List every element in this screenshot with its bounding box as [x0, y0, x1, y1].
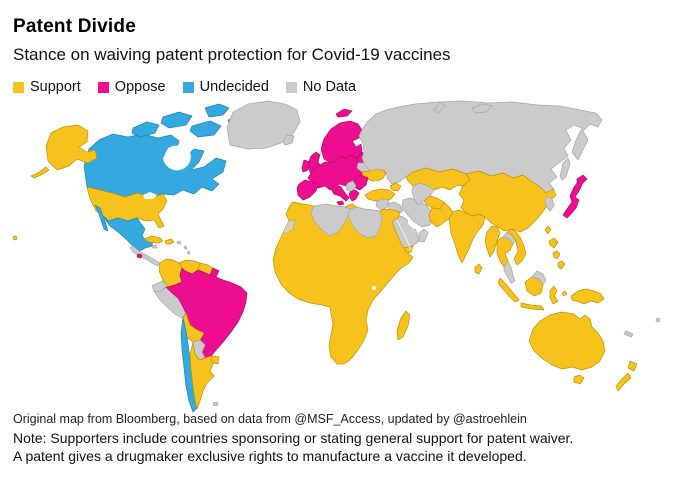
region-hispaniola [164, 238, 175, 245]
region-ireland [301, 159, 311, 173]
legend-item-nodata: No Data [285, 79, 357, 95]
region-malaysia [503, 260, 516, 284]
region-brazil [165, 267, 248, 359]
region-sakhalin [559, 157, 571, 181]
world-map [0, 92, 680, 422]
region-china-mongolia [458, 170, 557, 233]
region-hokkaido [576, 174, 588, 185]
region-philippines [552, 250, 561, 260]
region-philippines [557, 260, 566, 270]
region-sicily [336, 200, 345, 206]
region-libya [347, 206, 383, 239]
region-new-caledonia [623, 330, 634, 338]
source-credit: Original map from Bloomberg, based on da… [13, 412, 527, 426]
region-taiwan [544, 225, 552, 235]
region-myanmar [484, 225, 501, 258]
region-canadian-arctic [160, 111, 193, 129]
great-lakes [143, 192, 157, 199]
region-aleutians [30, 166, 50, 179]
page-subtitle: Stance on waiving patent protection for … [13, 45, 451, 64]
region-baja-california [94, 204, 109, 232]
region-turkey [364, 188, 396, 202]
region-central-america [129, 245, 161, 267]
persian-gulf [408, 219, 419, 229]
region-falklands [212, 401, 219, 407]
legend-item-oppose: Oppose [97, 79, 166, 95]
region-puerto-rico [176, 240, 182, 245]
region-sulawesi [549, 285, 559, 305]
region-vietnam [506, 228, 527, 266]
region-algeria [310, 203, 351, 237]
region-philippines [548, 237, 559, 249]
region-uruguay [210, 355, 220, 365]
support-swatch-icon [13, 81, 24, 93]
region-svalbard [335, 108, 353, 118]
region-iberia [296, 179, 319, 201]
legend-label-support: Support [30, 79, 81, 95]
region-sri-lanka [474, 263, 483, 275]
region-new-guinea [570, 288, 605, 305]
oppose-swatch-icon [97, 81, 109, 93]
region-caucasus [389, 182, 402, 192]
legend: Support Oppose Undecided No Data [13, 79, 356, 95]
region-japan [562, 181, 583, 219]
lake-victoria [372, 286, 376, 290]
region-russia [358, 100, 603, 194]
black-sea [368, 181, 391, 189]
region-australia [528, 311, 606, 371]
region-lesser-antilles [186, 250, 191, 255]
region-new-zealand [627, 360, 638, 372]
region-italy [330, 184, 350, 202]
footnote: Note: Supporters include countries spons… [13, 430, 574, 464]
region-oman [418, 228, 429, 243]
region-romania-bulgaria [353, 175, 369, 191]
legend-label-oppose: Oppose [114, 79, 166, 95]
region-korea [544, 195, 555, 212]
page-title: Patent Divide [13, 16, 136, 37]
hudson-bay [163, 145, 191, 171]
region-alaska [45, 124, 98, 171]
region-tasmania [573, 374, 585, 385]
region-western-sahara [282, 219, 296, 234]
region-java [520, 302, 545, 311]
region-canadian-arctic [131, 121, 160, 138]
region-greenland [226, 100, 301, 150]
region-greece [348, 189, 360, 202]
region-north-borneo [531, 270, 547, 286]
region-india [448, 209, 486, 264]
region-lesser-antilles [183, 245, 188, 250]
region-argentina [189, 341, 215, 410]
legend-label-undecided: Undecided [199, 79, 269, 95]
region-mexico [102, 215, 154, 252]
region-africa [272, 201, 414, 365]
region-new-zealand [615, 372, 632, 392]
region-fiji [655, 317, 661, 323]
region-novaya-zemlya [433, 101, 446, 114]
region-canadian-arctic [204, 103, 230, 118]
legend-label-nodata: No Data [302, 79, 357, 95]
region-moluccas [561, 290, 568, 297]
nodata-swatch-icon [285, 81, 297, 93]
region-canadian-arctic [189, 120, 222, 138]
region-iceland [282, 134, 295, 146]
region-el-salvador [136, 253, 143, 259]
region-hawaii [12, 235, 18, 241]
region-canada [83, 133, 227, 199]
region-arctic-islands [471, 103, 493, 114]
region-cuba [143, 235, 164, 244]
region-madagascar [396, 310, 411, 341]
header: Patent Divide Stance on waiving patent p… [13, 16, 663, 65]
legend-item-undecided: Undecided [182, 79, 269, 95]
region-jamaica [151, 244, 158, 249]
undecided-swatch-icon [182, 81, 194, 93]
region-sumatra [497, 277, 520, 303]
region-kazakhstan-central-asia [405, 167, 471, 191]
legend-item-support: Support [13, 79, 81, 95]
region-levant [375, 198, 390, 211]
